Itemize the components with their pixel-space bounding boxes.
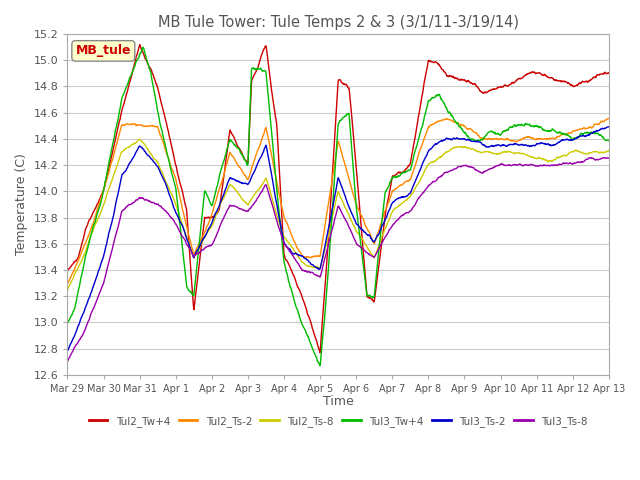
Tul2_Tw+4 <box>493 84 501 90</box>
Tul2_Ts-8 <box>245 201 253 206</box>
Tul3_Tw+4 <box>245 140 253 145</box>
Text: MB_tule: MB_tule <box>76 45 131 58</box>
Tul2_Ts-8 <box>63 287 71 293</box>
Tul3_Ts-8 <box>605 155 612 161</box>
Tul3_Tw+4 <box>423 105 431 111</box>
Tul2_Ts-8 <box>541 157 548 163</box>
Tul3_Tw+4 <box>541 127 549 133</box>
Tul3_Ts-8 <box>422 186 430 192</box>
Tul3_Tw+4 <box>493 131 501 137</box>
Tul2_Ts-2 <box>171 173 179 179</box>
Line: Tul3_Ts-2: Tul3_Ts-2 <box>67 127 609 351</box>
Tul2_Tw+4 <box>172 159 179 165</box>
Line: Tul3_Tw+4: Tul3_Tw+4 <box>67 48 609 366</box>
Tul3_Ts-2 <box>63 348 71 354</box>
Line: Tul2_Ts-8: Tul2_Ts-8 <box>67 139 609 290</box>
Tul2_Tw+4 <box>245 141 253 146</box>
Tul2_Tw+4 <box>63 267 71 273</box>
Line: Tul2_Ts-2: Tul2_Ts-2 <box>67 119 609 284</box>
Tul3_Tw+4 <box>605 138 612 144</box>
Tul3_Ts-8 <box>63 359 71 364</box>
Tul2_Tw+4 <box>136 42 143 48</box>
Tul2_Tw+4 <box>541 72 549 78</box>
Tul3_Ts-2 <box>171 207 179 213</box>
Tul3_Tw+4 <box>140 45 147 50</box>
Tul3_Ts-8 <box>541 162 548 168</box>
Tul3_Ts-2 <box>605 124 612 130</box>
Tul2_Ts-2 <box>63 281 71 287</box>
Tul2_Ts-8 <box>184 238 192 244</box>
Tul2_Ts-8 <box>172 200 179 206</box>
Tul3_Tw+4 <box>63 320 71 326</box>
Tul3_Tw+4 <box>172 183 179 189</box>
Tul2_Ts-2 <box>184 228 192 234</box>
Line: Tul3_Ts-8: Tul3_Ts-8 <box>67 157 609 361</box>
Tul3_Tw+4 <box>316 363 324 369</box>
Tul2_Ts-8 <box>605 148 612 154</box>
Tul3_Ts-8 <box>171 219 179 225</box>
Tul2_Ts-2 <box>493 135 500 141</box>
Tul3_Ts-8 <box>493 163 500 168</box>
Title: MB Tule Tower: Tule Temps 2 & 3 (3/1/11-3/19/14): MB Tule Tower: Tule Temps 2 & 3 (3/1/11-… <box>157 15 518 30</box>
Tul3_Ts-2 <box>541 141 548 147</box>
Tul2_Ts-2 <box>605 116 612 121</box>
Tul3_Ts-2 <box>493 143 500 148</box>
Tul2_Tw+4 <box>605 70 612 76</box>
Tul3_Ts-8 <box>600 155 608 160</box>
X-axis label: Time: Time <box>323 396 353 408</box>
Tul2_Ts-2 <box>604 116 612 121</box>
Tul2_Ts-2 <box>541 136 548 142</box>
Tul2_Tw+4 <box>423 66 431 72</box>
Tul3_Tw+4 <box>184 287 192 293</box>
Tul2_Ts-8 <box>422 165 430 170</box>
Tul2_Tw+4 <box>184 229 192 235</box>
Line: Tul2_Tw+4: Tul2_Tw+4 <box>67 45 609 353</box>
Tul3_Ts-8 <box>184 243 192 249</box>
Tul2_Ts-8 <box>493 151 501 156</box>
Tul3_Ts-2 <box>244 181 252 187</box>
Y-axis label: Temperature (C): Temperature (C) <box>15 154 28 255</box>
Tul2_Ts-2 <box>244 176 252 182</box>
Tul2_Ts-8 <box>136 136 143 142</box>
Tul2_Tw+4 <box>316 350 324 356</box>
Tul3_Ts-8 <box>244 207 252 213</box>
Tul2_Ts-2 <box>422 131 430 136</box>
Legend: Tul2_Tw+4, Tul2_Ts-2, Tul2_Ts-8, Tul3_Tw+4, Tul3_Ts-2, Tul3_Ts-8: Tul2_Tw+4, Tul2_Ts-2, Tul2_Ts-8, Tul3_Tw… <box>84 412 592 431</box>
Tul3_Ts-2 <box>184 239 192 244</box>
Tul3_Ts-2 <box>422 154 430 159</box>
